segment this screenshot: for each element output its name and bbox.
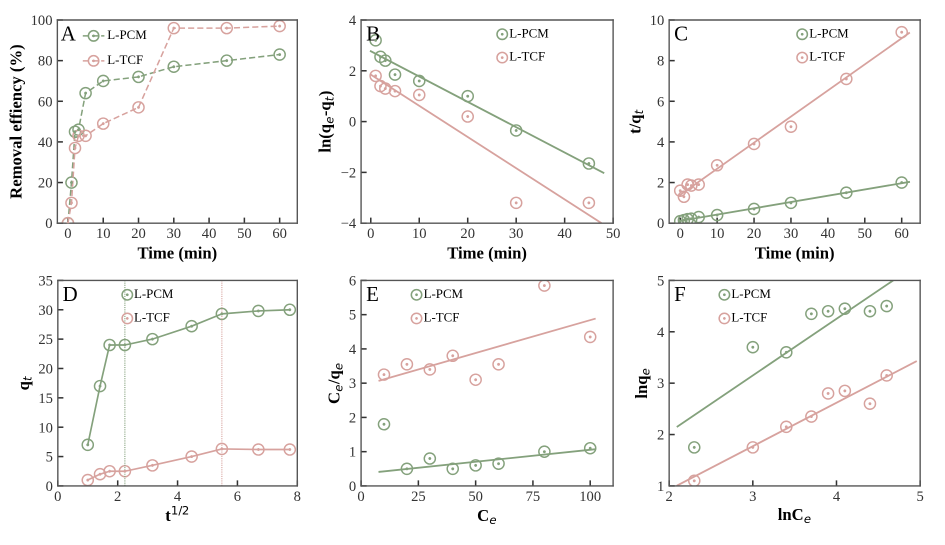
svg-text:0: 0 (657, 216, 664, 232)
svg-text:20: 20 (460, 226, 475, 242)
svg-text:1: 1 (349, 445, 356, 461)
svg-text:5: 5 (657, 273, 664, 289)
svg-text:50: 50 (606, 226, 621, 242)
svg-text:5: 5 (916, 489, 923, 505)
svg-text:Time (min): Time (min) (755, 243, 835, 262)
svg-text:3: 3 (349, 376, 356, 392)
svg-text:40: 40 (202, 226, 217, 242)
svg-text:0: 0 (677, 226, 684, 242)
svg-text:6: 6 (657, 94, 664, 110)
svg-text:30: 30 (784, 226, 799, 242)
svg-text:Removal effiency (%): Removal effiency (%) (6, 44, 25, 198)
svg-text:0: 0 (46, 479, 53, 495)
svg-text:6: 6 (234, 489, 241, 505)
svg-text:30: 30 (509, 226, 524, 242)
svg-text:20: 20 (38, 176, 53, 192)
svg-text:35: 35 (38, 273, 53, 289)
svg-text:8: 8 (294, 489, 301, 505)
svg-text:10: 10 (38, 420, 53, 436)
svg-text:L-PCM: L-PCM (107, 27, 147, 42)
svg-text:D: D (63, 282, 78, 306)
svg-text:F: F (674, 282, 686, 306)
svg-text:L-PCM: L-PCM (731, 286, 771, 301)
svg-text:5: 5 (46, 450, 53, 466)
svg-text:2: 2 (657, 428, 664, 444)
svg-text:0: 0 (349, 115, 356, 131)
svg-text:l n C e: l n C e (778, 500, 811, 526)
svg-text:−2: −2 (341, 165, 357, 181)
svg-text:B: B (366, 22, 380, 46)
svg-text:10: 10 (412, 226, 427, 242)
svg-text:4: 4 (349, 13, 357, 29)
svg-text:C / q e: C / q e e (320, 363, 348, 404)
svg-text:4: 4 (833, 489, 841, 505)
svg-text:Time (min): Time (min) (137, 243, 217, 262)
svg-text:60: 60 (894, 226, 909, 242)
svg-text:L-TCF: L-TCF (134, 310, 170, 325)
svg-text:L-TCF: L-TCF (424, 310, 460, 325)
svg-text:0: 0 (349, 479, 356, 495)
svg-text:1: 1 (657, 479, 664, 495)
svg-text:A: A (61, 22, 76, 46)
svg-text:2: 2 (114, 489, 121, 505)
svg-text:L-TCF: L-TCF (107, 52, 143, 67)
svg-text:0: 0 (64, 226, 71, 242)
svg-text:20: 20 (131, 226, 146, 242)
svg-text:2: 2 (349, 64, 356, 80)
svg-text:60: 60 (272, 226, 287, 242)
svg-text:L-PCM: L-PCM (424, 286, 464, 301)
svg-text:50: 50 (237, 226, 252, 242)
svg-text:4: 4 (349, 342, 357, 358)
svg-text:4: 4 (657, 325, 665, 341)
svg-text:2: 2 (349, 410, 356, 426)
svg-text:−4: −4 (341, 216, 357, 232)
svg-text:L-PCM: L-PCM (809, 25, 849, 40)
svg-text:C: C (674, 22, 688, 46)
svg-text:40: 40 (821, 226, 836, 242)
svg-text:30: 30 (38, 303, 53, 319)
svg-text:L-PCM: L-PCM (134, 286, 174, 301)
svg-text:10: 10 (96, 226, 111, 242)
svg-text:Time (min): Time (min) (447, 243, 527, 262)
svg-text:L-PCM: L-PCM (509, 25, 549, 40)
svg-text:5: 5 (349, 308, 356, 324)
svg-text:2: 2 (657, 176, 664, 192)
svg-text:E: E (366, 282, 379, 306)
svg-text:50: 50 (857, 226, 872, 242)
svg-text:80: 80 (38, 54, 53, 70)
svg-text:0: 0 (367, 226, 374, 242)
svg-text:L-TCF: L-TCF (809, 49, 845, 64)
svg-text:10: 10 (710, 226, 725, 242)
svg-text:0: 0 (54, 489, 61, 505)
svg-text:40: 40 (557, 226, 572, 242)
svg-text:l n ( q: l n ( q - q ) e t (311, 85, 339, 153)
svg-text:50: 50 (468, 489, 483, 505)
svg-text:10: 10 (650, 13, 665, 29)
svg-text:L-TCF: L-TCF (731, 310, 767, 325)
svg-text:15: 15 (38, 391, 53, 407)
svg-text:3: 3 (657, 376, 664, 392)
svg-text:20: 20 (38, 362, 53, 378)
svg-text:25: 25 (38, 332, 53, 348)
svg-text:3: 3 (749, 489, 756, 505)
svg-text:30: 30 (167, 226, 182, 242)
svg-text:100: 100 (31, 13, 53, 29)
svg-text:25: 25 (411, 489, 426, 505)
svg-text:4: 4 (657, 135, 665, 151)
svg-text:75: 75 (526, 489, 541, 505)
svg-text:8: 8 (657, 54, 664, 70)
svg-text:2: 2 (666, 489, 673, 505)
svg-text:60: 60 (38, 94, 53, 110)
svg-text:0: 0 (357, 489, 364, 505)
svg-text:L-TCF: L-TCF (509, 49, 545, 64)
svg-text:100: 100 (579, 489, 601, 505)
svg-text:40: 40 (38, 135, 53, 151)
svg-text:0: 0 (45, 216, 52, 232)
svg-text:20: 20 (747, 226, 762, 242)
svg-text:6: 6 (349, 273, 356, 289)
